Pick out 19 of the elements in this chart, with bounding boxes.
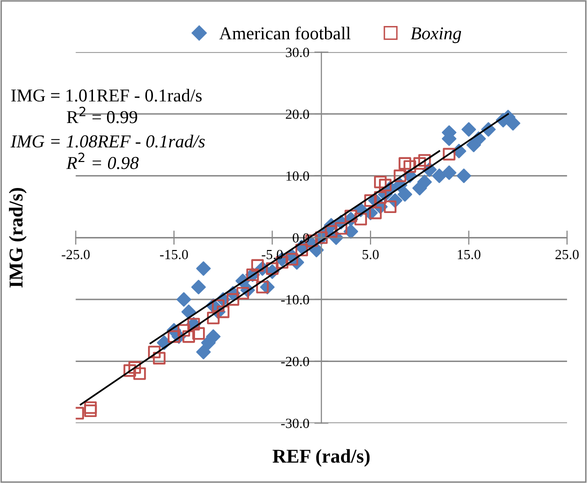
- legend-label: American football: [219, 26, 351, 40]
- y-axis-title: IMG (rad/s): [8, 188, 27, 288]
- x-tick-label: 15.0: [458, 250, 480, 260]
- x-tick-label: -15.0: [160, 250, 188, 260]
- annotation: R$^{2}$ = 0.98: [66, 152, 139, 170]
- y-tick-label: 20.0: [286, 110, 310, 120]
- x-tick-label: -25.0: [62, 250, 90, 260]
- annotation: R$^{2}$ = 0.99: [66, 106, 138, 124]
- y-tick-label: -20.0: [281, 356, 310, 366]
- x-tick-label: 25.0: [556, 250, 579, 260]
- y-tick-label: 30.0: [286, 48, 310, 58]
- annotation: IMG = 1.01REF - 0.1rad/s: [11, 88, 202, 102]
- legend-label: Boxing: [410, 27, 462, 44]
- annotation: IMG = 1.08REF - 0.1rad/s: [10, 134, 205, 148]
- y-tick-label: 10.0: [286, 171, 310, 181]
- x-tick-label: 5.0: [362, 250, 379, 260]
- y-tick-label: -10.0: [281, 295, 310, 304]
- y-tick-label: -30.0: [281, 418, 310, 428]
- x-axis-title: REF (rad/s): [272, 449, 370, 467]
